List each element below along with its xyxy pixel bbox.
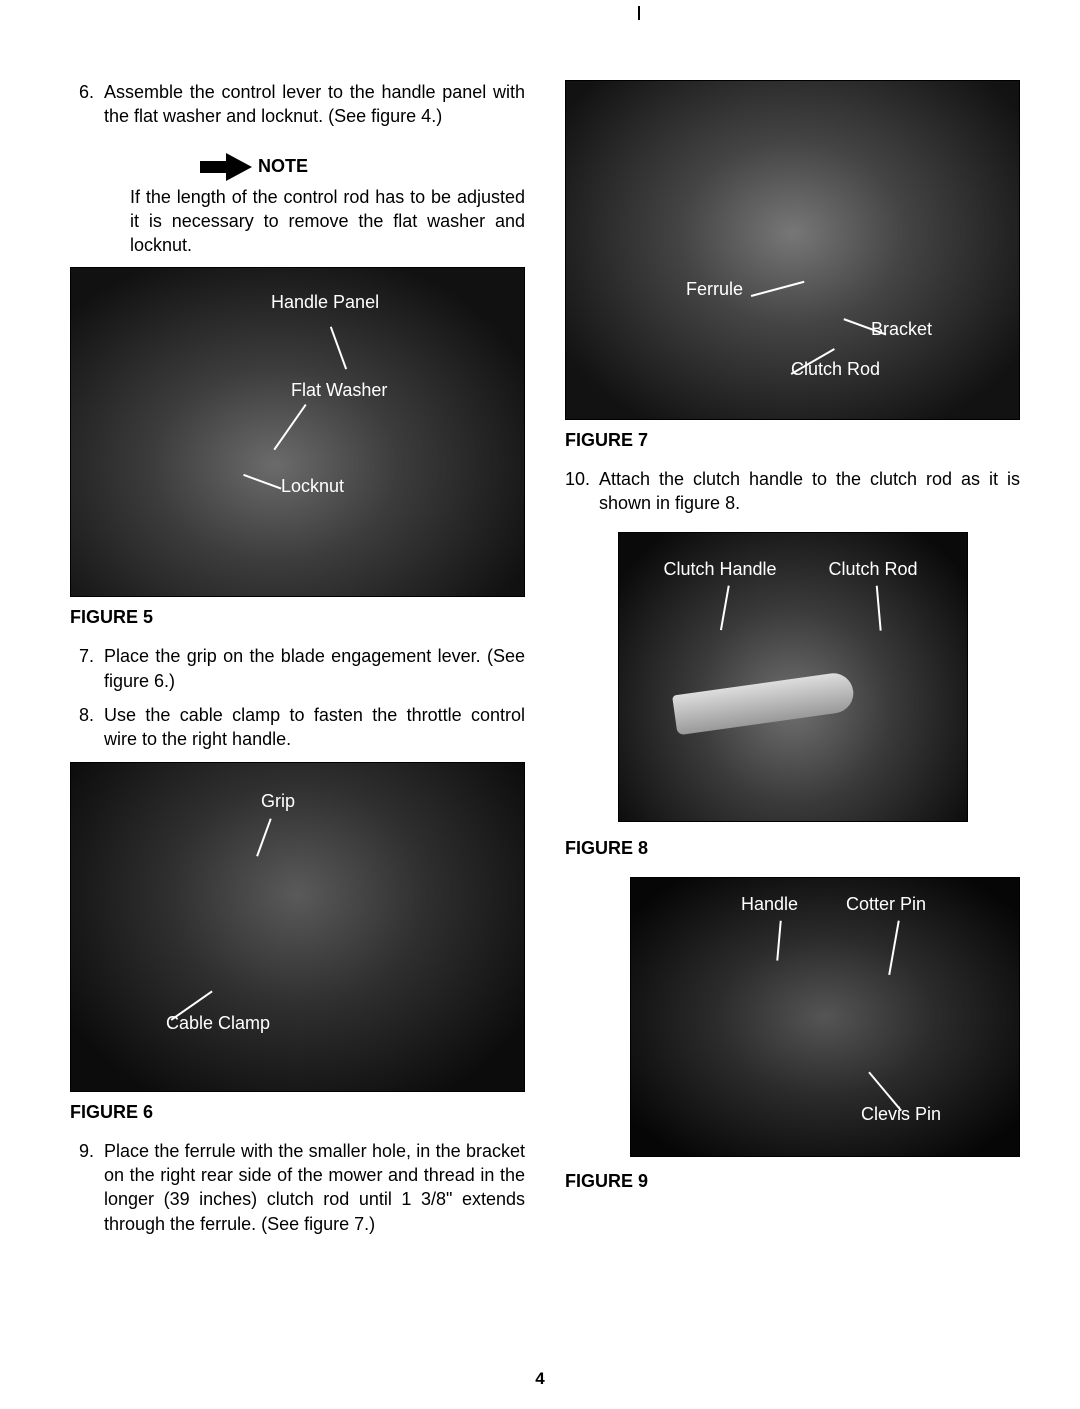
- figure-6-photo: Grip Cable Clamp: [70, 762, 525, 1092]
- step-6-num: 6.: [70, 80, 104, 129]
- figure-8-caption: FIGURE 8: [565, 838, 1020, 859]
- step-6-text: Assemble the control lever to the handle…: [104, 80, 525, 129]
- figure-8-photo: Clutch Handle Clutch Rod: [618, 532, 968, 822]
- step-7-text: Place the grip on the blade engagement l…: [104, 644, 525, 693]
- step-8-text: Use the cable clamp to fasten the thrott…: [104, 703, 525, 752]
- fig7-label-clutch-rod: Clutch Rod: [791, 359, 880, 380]
- step-7: 7. Place the grip on the blade engagemen…: [70, 644, 525, 693]
- note-heading: NOTE: [200, 153, 525, 181]
- figure-7-caption: FIGURE 7: [565, 430, 1020, 451]
- fig7-label-bracket: Bracket: [871, 319, 932, 340]
- step-8-num: 8.: [70, 703, 104, 752]
- step-10: 10. Attach the clutch handle to the clut…: [565, 467, 1020, 516]
- fig8-label-clutch-handle: Clutch Handle: [664, 559, 777, 580]
- step-7-num: 7.: [70, 644, 104, 693]
- fig9-label-handle: Handle: [741, 894, 798, 915]
- step-9-text: Place the ferrule with the smaller hole,…: [104, 1139, 525, 1236]
- step-8: 8. Use the cable clamp to fasten the thr…: [70, 703, 525, 752]
- fig7-label-ferrule: Ferrule: [686, 279, 743, 300]
- page-body: 6. Assemble the control lever to the han…: [0, 0, 1080, 1276]
- step-10-num: 10.: [565, 467, 599, 516]
- figure-5-caption: FIGURE 5: [70, 607, 525, 628]
- right-column: Ferrule Bracket Clutch Rod FIGURE 7 10. …: [565, 80, 1020, 1246]
- arrow-icon: [200, 153, 252, 181]
- fig6-label-cable-clamp: Cable Clamp: [166, 1013, 270, 1034]
- step-10-text: Attach the clutch handle to the clutch r…: [599, 467, 1020, 516]
- fig5-label-locknut: Locknut: [281, 476, 344, 497]
- fig5-label-handle-panel: Handle Panel: [271, 292, 379, 313]
- note-block: NOTE If the length of the control rod ha…: [130, 153, 525, 258]
- left-column: 6. Assemble the control lever to the han…: [70, 80, 525, 1246]
- figure-5-photo: Handle Panel Flat Washer Locknut: [70, 267, 525, 597]
- figure-9-caption: FIGURE 9: [565, 1171, 1020, 1192]
- step-9: 9. Place the ferrule with the smaller ho…: [70, 1139, 525, 1236]
- note-label: NOTE: [258, 154, 308, 178]
- scan-mark: [638, 6, 640, 20]
- fig9-label-clevis-pin: Clevis Pin: [861, 1104, 941, 1125]
- fig8-label-clutch-rod: Clutch Rod: [829, 559, 918, 580]
- fig9-label-cotter-pin: Cotter Pin: [846, 894, 926, 915]
- figure-7-photo: Ferrule Bracket Clutch Rod: [565, 80, 1020, 420]
- fig6-label-grip: Grip: [261, 791, 295, 812]
- fig5-label-flat-washer: Flat Washer: [291, 380, 387, 401]
- step-9-num: 9.: [70, 1139, 104, 1236]
- step-6: 6. Assemble the control lever to the han…: [70, 80, 525, 129]
- page-number: 4: [0, 1369, 1080, 1389]
- figure-9-photo: Handle Cotter Pin Clevis Pin: [630, 877, 1020, 1157]
- note-body: If the length of the control rod has to …: [130, 185, 525, 258]
- figure-6-caption: FIGURE 6: [70, 1102, 525, 1123]
